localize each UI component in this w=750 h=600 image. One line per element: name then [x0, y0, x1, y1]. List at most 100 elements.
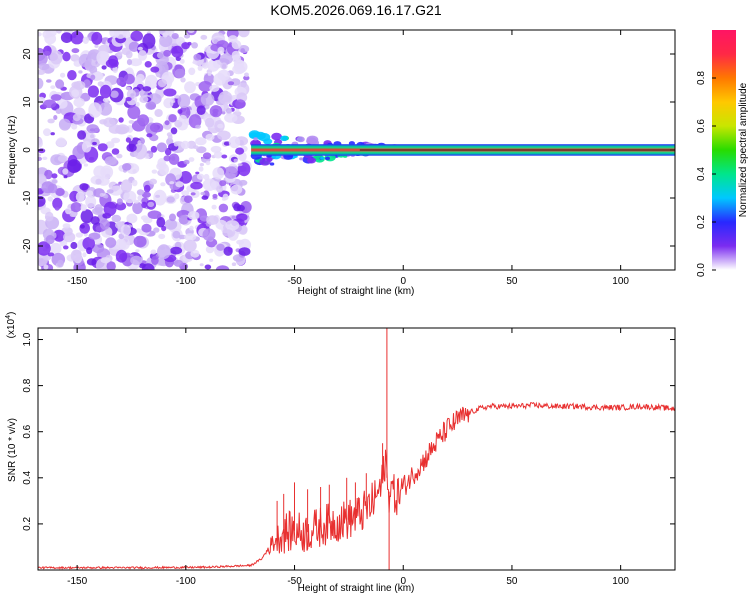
- noise-blob: [169, 181, 175, 185]
- noise-blob: [99, 51, 110, 60]
- noise-blob: [211, 204, 217, 210]
- band-blob: [296, 136, 305, 143]
- noise-blob: [180, 140, 190, 150]
- noise-blob: [83, 163, 89, 167]
- noise-blob: [169, 213, 176, 222]
- noise-blob: [50, 94, 62, 101]
- snr-panel: -150 -100 -50 0 50 100 0.2 0.4 0.6 0.8 1.0 Height…: [5, 312, 676, 594]
- noise-blob: [216, 243, 225, 251]
- noise-blob: [158, 233, 166, 240]
- noise-blob: [166, 196, 175, 203]
- noise-blob: [71, 81, 81, 89]
- noise-blob: [42, 99, 57, 109]
- noise-blob: [52, 197, 63, 210]
- noise-blob: [115, 124, 130, 134]
- noise-blob: [38, 253, 48, 267]
- noise-blob: [105, 141, 115, 149]
- noise-blob: [38, 77, 44, 90]
- noise-blob: [105, 230, 112, 235]
- band-blob: [320, 156, 325, 160]
- noise-blob: [62, 51, 71, 62]
- chart-title: KOM5.2026.069.16.17.G21: [270, 2, 441, 18]
- noise-blob: [174, 68, 186, 79]
- noise-blob: [195, 171, 200, 175]
- snr-y-ticks: 0.2 0.4 0.6 0.8 1.0: [22, 332, 675, 531]
- noise-blob: [133, 235, 147, 248]
- noise-region: [38, 30, 252, 270]
- noise-blob: [120, 179, 133, 193]
- noise-blob: [106, 261, 116, 270]
- noise-blob: [187, 140, 197, 149]
- spectrogram-y-axis-label: Frequency (Hz): [7, 116, 18, 185]
- noise-blob: [38, 69, 46, 75]
- noise-blob: [235, 99, 246, 109]
- noise-blob: [70, 31, 84, 45]
- noise-blob: [53, 115, 58, 120]
- noise-blob: [180, 77, 186, 83]
- noise-blob: [87, 85, 99, 98]
- noise-blob: [43, 50, 51, 56]
- y-tick-label: 0.4: [22, 470, 33, 484]
- noise-blob: [148, 153, 154, 158]
- snr-multiplier-close: ): [6, 312, 17, 315]
- noise-blob: [147, 210, 162, 219]
- noise-blob: [201, 195, 209, 200]
- colorbar-tick-label: 0.0: [696, 263, 707, 277]
- noise-blob: [177, 93, 191, 109]
- spectrogram-y-ticks: -20 -10 0 10 20: [22, 48, 675, 253]
- noise-blob: [136, 189, 144, 196]
- noise-blob: [200, 191, 206, 196]
- noise-blob: [160, 182, 166, 187]
- noise-blob: [86, 247, 93, 255]
- noise-blob: [131, 179, 138, 187]
- noise-blob: [204, 264, 212, 270]
- noise-blob: [38, 183, 42, 189]
- noise-blob: [141, 223, 152, 233]
- band-blob: [266, 157, 273, 162]
- noise-blob: [90, 216, 100, 225]
- colorbar-ticks: 0.0 0.2 0.4 0.6 0.8: [696, 71, 716, 277]
- noise-blob: [167, 134, 173, 140]
- noise-blob: [95, 178, 102, 185]
- noise-blob: [75, 232, 84, 238]
- noise-blob: [179, 58, 185, 64]
- noise-blob: [163, 88, 177, 97]
- noise-blob: [78, 53, 92, 68]
- noise-blob: [127, 105, 141, 120]
- noise-blob: [137, 114, 150, 127]
- noise-blob: [181, 190, 190, 196]
- noise-blob: [43, 264, 49, 270]
- noise-blob: [202, 152, 212, 160]
- noise-blob: [72, 113, 81, 122]
- noise-blob: [117, 51, 123, 57]
- noise-blob: [161, 225, 167, 232]
- noise-blob: [196, 173, 205, 180]
- noise-blob: [91, 31, 103, 45]
- noise-blob: [199, 263, 204, 267]
- y-tick-label: 0: [22, 147, 33, 153]
- noise-blob: [137, 195, 142, 200]
- noise-blob: [130, 93, 135, 97]
- noise-blob: [221, 154, 228, 159]
- spectrogram-x-axis-label: Height of straight line (km): [298, 286, 415, 297]
- noise-blob: [231, 215, 236, 219]
- noise-blob: [209, 84, 220, 92]
- noise-blob: [132, 201, 143, 215]
- noise-blob: [212, 167, 225, 180]
- noise-blob: [38, 241, 51, 256]
- noise-blob: [190, 181, 203, 190]
- noise-blob: [164, 219, 178, 230]
- band-blob: [307, 157, 316, 164]
- y-tick-label: -20: [22, 238, 33, 253]
- noise-blob: [92, 141, 97, 146]
- noise-blob: [88, 232, 101, 240]
- noise-blob: [126, 143, 137, 152]
- noise-blob: [154, 109, 163, 117]
- noise-blob: [85, 190, 94, 197]
- noise-blob: [235, 147, 245, 155]
- noise-blob: [38, 153, 41, 157]
- noise-blob: [198, 166, 204, 172]
- noise-blob: [111, 214, 122, 223]
- snr-multiplier-exp: 4: [5, 315, 12, 319]
